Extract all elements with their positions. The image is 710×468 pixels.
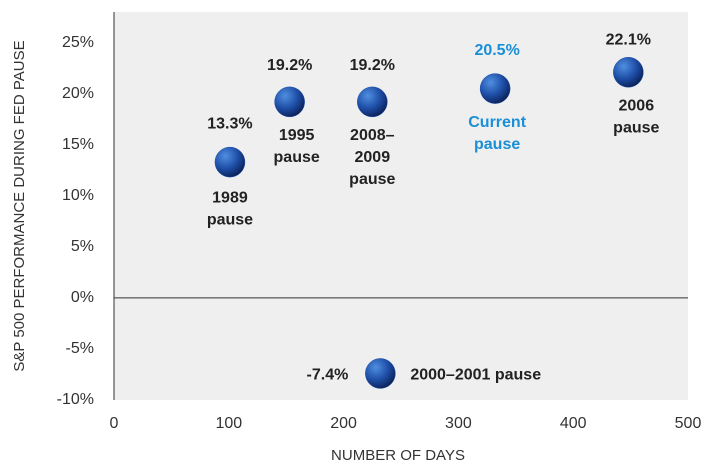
point-label: pause	[474, 136, 520, 153]
point-label: 2009	[355, 149, 391, 166]
y-tick-label: -5%	[66, 340, 94, 357]
y-tick-label: 15%	[62, 136, 94, 153]
plot-area	[114, 12, 688, 400]
point	[365, 358, 396, 389]
point	[613, 56, 644, 88]
point	[214, 146, 246, 178]
point	[357, 86, 388, 118]
value-label: -7.4%	[307, 367, 349, 384]
point-label: 2006	[619, 97, 655, 114]
y-tick-label: 0%	[71, 289, 94, 306]
point-label: 1995	[279, 127, 315, 144]
y-tick-label: 10%	[62, 187, 94, 204]
y-axis-label: S&P 500 PERFORMANCE DURING FED PAUSE	[11, 40, 28, 371]
point-label: 2008–	[350, 127, 395, 144]
value-label: 13.3%	[207, 115, 252, 132]
y-tick-label: -10%	[57, 391, 94, 408]
x-tick-label: 400	[560, 415, 587, 432]
x-tick-label: 300	[445, 415, 472, 432]
value-label: 20.5%	[474, 42, 519, 59]
value-label: 19.2%	[350, 57, 395, 74]
x-tick-label: 200	[330, 415, 357, 432]
y-tick-label: 20%	[62, 85, 94, 102]
point-label: pause	[349, 171, 395, 188]
x-tick-label: 500	[675, 415, 702, 432]
value-label: 22.1%	[606, 31, 651, 48]
point-label: 2000–2001 pause	[410, 367, 541, 384]
point-label: pause	[274, 149, 320, 166]
x-tick-label: 0	[110, 415, 119, 432]
y-tick-label: 25%	[62, 34, 94, 51]
point-label: pause	[207, 211, 253, 228]
point	[479, 73, 511, 104]
x-tick-label: 100	[215, 415, 242, 432]
point-label: 1989	[212, 189, 248, 206]
point-label: Current	[468, 114, 526, 131]
value-label: 19.2%	[267, 57, 312, 74]
point-label: pause	[613, 119, 659, 136]
point	[274, 86, 305, 118]
x-axis-label: NUMBER OF DAYS	[331, 447, 465, 464]
y-tick-label: 5%	[71, 238, 94, 255]
